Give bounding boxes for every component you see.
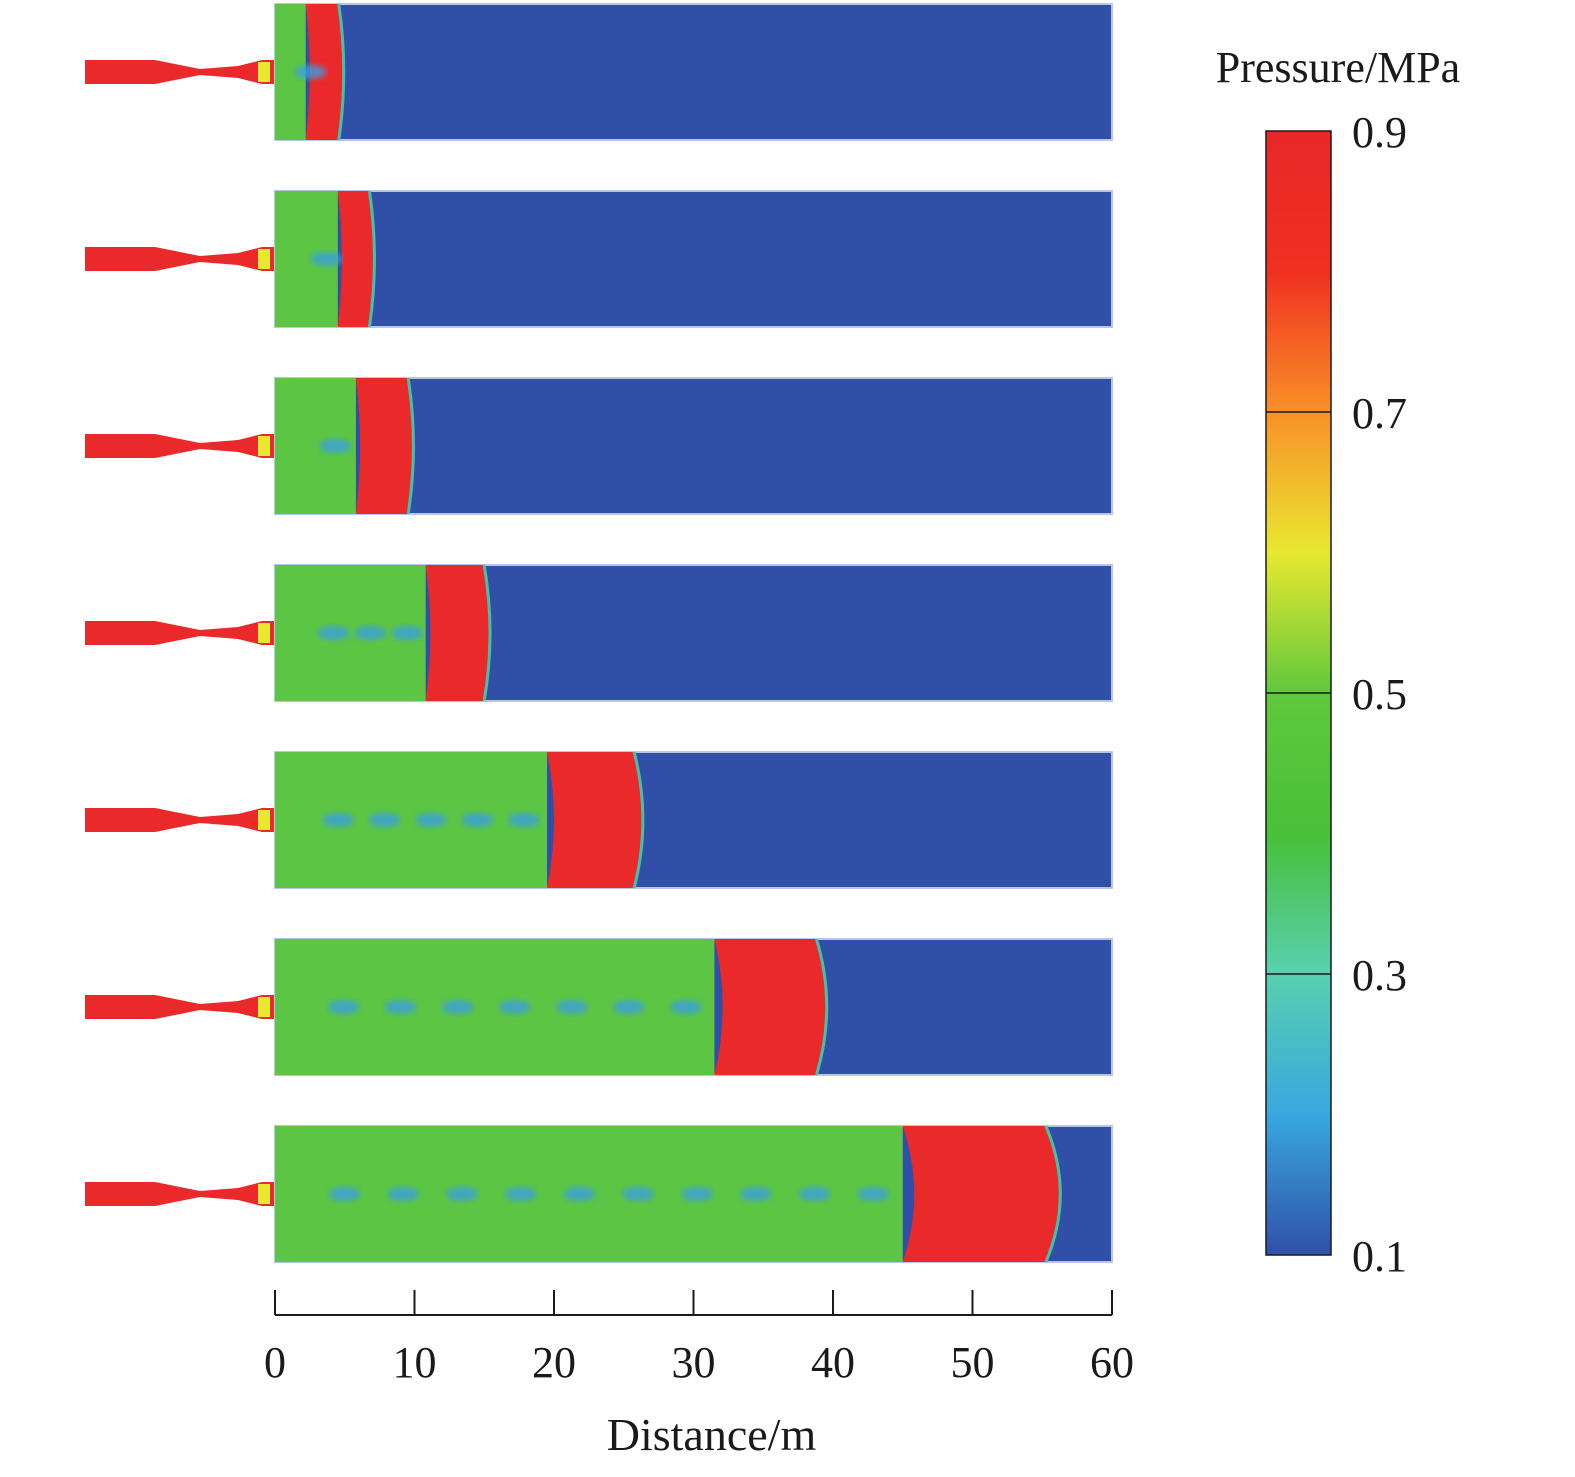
- nozzle: [85, 808, 275, 832]
- nozzle: [85, 434, 275, 458]
- pressure-pocket: [612, 1000, 645, 1014]
- pressure-pocket: [294, 65, 327, 79]
- x-axis: 0 10 20 30 40 50 60 Distance/m: [264, 1290, 1134, 1460]
- shock-band: [337, 191, 375, 327]
- pressure-pocket: [498, 1000, 531, 1014]
- snapshot-2: [85, 190, 1113, 328]
- pressure-pocket: [387, 1187, 420, 1201]
- pressure-pocket: [391, 626, 424, 640]
- pressure-pocket: [310, 252, 343, 266]
- expanded-region: [275, 752, 548, 888]
- pressure-pocket: [461, 813, 494, 827]
- shock-front: [632, 751, 645, 889]
- colorbar-tick-label-0.3: 0.3: [1352, 951, 1407, 1000]
- snapshot-5: [85, 751, 1113, 889]
- x-tick-label-60: 60: [1090, 1338, 1134, 1387]
- x-tick-label-40: 40: [811, 1338, 855, 1387]
- colorbar-tick-label-0.9: 0.9: [1352, 108, 1407, 157]
- nozzle-exit: [258, 623, 270, 643]
- contour-snapshots: [85, 3, 1113, 1263]
- nozzle-exit: [258, 1184, 270, 1204]
- pressure-pocket: [317, 626, 350, 640]
- snapshot-6: [85, 938, 1113, 1076]
- pressure-pocket: [441, 1000, 474, 1014]
- pressure-pocket: [739, 1187, 772, 1201]
- nozzle: [85, 995, 275, 1019]
- snapshot-1: [85, 3, 1113, 141]
- pressure-pocket: [322, 813, 355, 827]
- pressure-pocket: [328, 1187, 361, 1201]
- nozzle: [85, 60, 275, 84]
- shock-band: [355, 378, 414, 514]
- pressure-pocket: [319, 439, 352, 453]
- pressure-pocket: [798, 1187, 831, 1201]
- nozzle-exit: [258, 436, 270, 456]
- nozzle-exit: [258, 62, 270, 82]
- shock-front: [367, 190, 376, 328]
- x-tick-label-20: 20: [532, 1338, 576, 1387]
- shock-front: [337, 3, 346, 141]
- pressure-pocket: [507, 813, 540, 827]
- pressure-pocket: [857, 1187, 890, 1201]
- shock-band: [547, 752, 643, 888]
- pressure-pocket: [555, 1000, 588, 1014]
- snapshot-3: [85, 377, 1113, 515]
- pressure-pocket: [681, 1187, 714, 1201]
- colorbar-title: Pressure/MPa: [1216, 43, 1460, 92]
- shock-band: [902, 1126, 1061, 1262]
- colorbar-tick-label-0.7: 0.7: [1352, 389, 1407, 438]
- nozzle-exit: [258, 249, 270, 269]
- shock-front: [406, 377, 415, 515]
- nozzle: [85, 247, 275, 271]
- nozzle-exit: [258, 810, 270, 830]
- pressure-pocket: [504, 1187, 537, 1201]
- pressure-pocket: [563, 1187, 596, 1201]
- pressure-pocket: [445, 1187, 478, 1201]
- shock-band: [714, 939, 827, 1075]
- nozzle: [85, 1182, 275, 1206]
- x-tick-label-50: 50: [951, 1338, 995, 1387]
- shock-front: [1044, 1125, 1062, 1263]
- domain-background: [274, 190, 1113, 328]
- shock-band: [425, 565, 491, 701]
- snapshot-4: [85, 564, 1113, 702]
- nozzle: [85, 621, 275, 645]
- x-tick-label-0: 0: [264, 1338, 286, 1387]
- x-tick-label-10: 10: [393, 1338, 437, 1387]
- pressure-pocket: [415, 813, 448, 827]
- domain-background: [274, 3, 1113, 141]
- colorbar: Pressure/MPa 0.9 0.7 0.5 0.3 0.1: [1216, 43, 1460, 1281]
- shock-front: [815, 938, 829, 1076]
- snapshot-7: [85, 1125, 1113, 1263]
- nozzle-exit: [258, 997, 270, 1017]
- pressure-pocket: [622, 1187, 655, 1201]
- pressure-pocket: [327, 1000, 360, 1014]
- pressure-pocket: [354, 626, 387, 640]
- pressure-pocket: [368, 813, 401, 827]
- x-axis-label: Distance/m: [607, 1409, 817, 1460]
- x-tick-label-30: 30: [672, 1338, 716, 1387]
- colorbar-tick-label-0.5: 0.5: [1352, 670, 1407, 719]
- colorbar-tick-label-0.1: 0.1: [1352, 1232, 1407, 1281]
- pressure-pocket: [669, 1000, 702, 1014]
- shock-front: [482, 564, 492, 702]
- pressure-pocket: [384, 1000, 417, 1014]
